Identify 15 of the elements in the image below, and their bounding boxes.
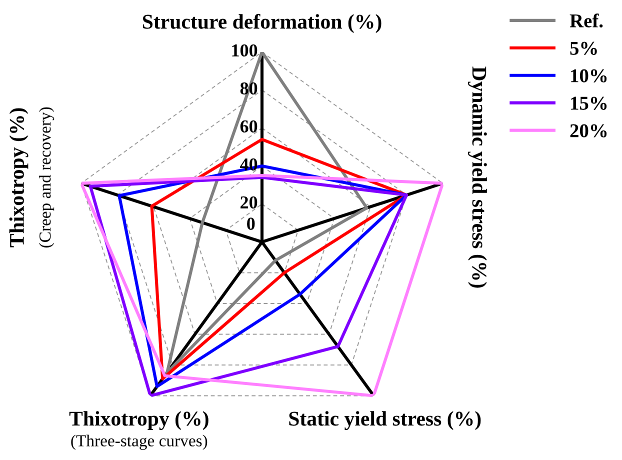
legend-label: 10%	[571, 69, 607, 82]
legend-label: 20%	[570, 124, 607, 138]
spoke-label: Structure deformation (%)	[142, 14, 382, 33]
y-tick-label: 0	[247, 218, 255, 230]
y-tick-label: 20	[240, 196, 258, 209]
y-tick-label: 80	[240, 82, 258, 95]
y-tick-label: 60	[240, 120, 258, 133]
y-tick-label: 100	[232, 44, 258, 57]
legend-label: 15%	[571, 96, 607, 110]
spoke-label: Static yield stress (%)	[289, 411, 481, 430]
spoke-label: Thixotropy (%) (Creep and recovery)	[9, 107, 54, 248]
spoke-label: Dynamic yield stress (%)	[468, 66, 487, 288]
legend-label: Ref.	[570, 14, 603, 28]
spoke-label: Thixotropy (%) (Three-stage curves)	[69, 411, 208, 450]
legend-label: 5%	[570, 42, 597, 55]
